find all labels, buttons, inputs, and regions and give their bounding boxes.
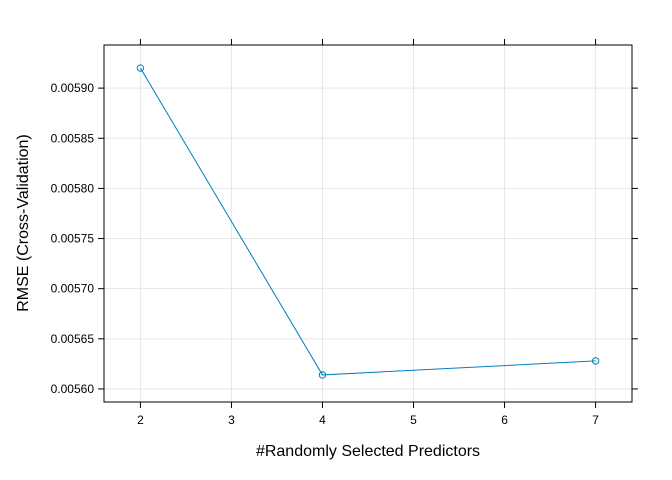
x-tick-label: 5 [410, 413, 417, 427]
y-tick-label: 0.00580 [51, 181, 95, 195]
grid [104, 45, 632, 402]
x-tick-label: 2 [137, 413, 144, 427]
series-layer [136, 64, 600, 379]
tick-labels: 2 3 4 5 6 7 0.00560 0.00565 0.00570 0.00575 0.0058… [51, 81, 600, 427]
data-point [136, 64, 145, 72]
plot-frame [103, 44, 633, 403]
series-line [139, 67, 596, 376]
x-axis-title: #Randomly Selected Predictors [256, 443, 480, 460]
x-tick-label: 7 [592, 413, 599, 427]
y-tick-label: 0.00560 [51, 382, 95, 396]
x-tick-label: 4 [319, 413, 326, 427]
y-tick-label: 0.00590 [51, 81, 95, 95]
data-point [591, 357, 600, 365]
x-tick-label: 3 [228, 413, 235, 427]
y-tick-label: 0.00565 [51, 332, 95, 346]
y-axis-title: RMSE (Cross-Validation) [15, 134, 32, 312]
y-tick-label: 0.00585 [51, 131, 95, 145]
axis-ticks [98, 39, 638, 408]
y-tick-label: 0.00570 [51, 282, 95, 296]
data-point [318, 371, 327, 379]
x-tick-label: 6 [501, 413, 508, 427]
y-tick-label: 0.00575 [51, 232, 95, 246]
